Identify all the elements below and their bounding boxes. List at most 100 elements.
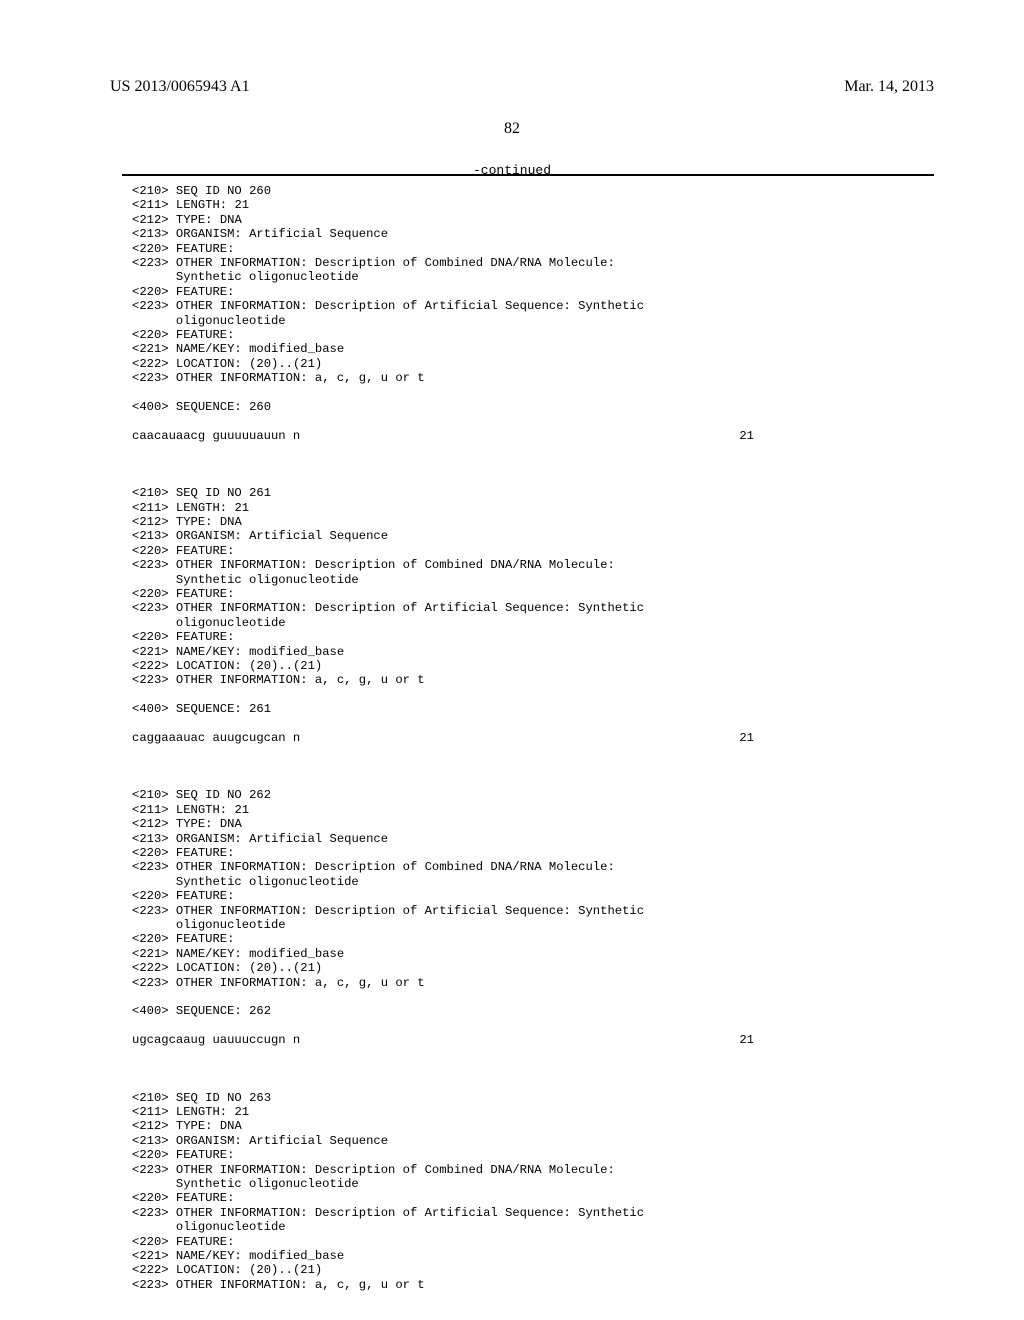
val-f1info-260: Description of Combined DNA/RNA Molecule…	[315, 256, 615, 270]
blank	[132, 1062, 924, 1091]
sequence-row-260: caacauaacg guuuuuauun n 21	[132, 429, 924, 443]
tag-211: <211>	[132, 501, 169, 515]
label-feature: FEATURE:	[176, 630, 235, 644]
val-f2sub-260: oligonucleotide	[176, 314, 286, 328]
val-length-261: 21	[234, 501, 249, 515]
label-feature: FEATURE:	[176, 544, 235, 558]
tag-400: <400>	[132, 400, 169, 414]
tag-212: <212>	[132, 1119, 169, 1133]
label-otherinfo: OTHER INFORMATION:	[176, 673, 308, 687]
val-seqlabel-262: 262	[249, 1004, 271, 1018]
label-organism: ORGANISM:	[176, 1134, 242, 1148]
sequence-listing: <210> SEQ ID NO 260 <211> LENGTH: 21 <21…	[132, 184, 924, 1292]
tag-220: <220>	[132, 328, 169, 342]
val-f2sub-263: oligonucleotide	[176, 1220, 286, 1234]
val-seqlen-260: 21	[739, 429, 924, 443]
tag-220: <220>	[132, 285, 169, 299]
tag-210: <210>	[132, 184, 169, 198]
tag-223: <223>	[132, 256, 169, 270]
val-f1info-261: Description of Combined DNA/RNA Molecule…	[315, 558, 615, 572]
tag-223: <223>	[132, 1278, 169, 1292]
tag-210: <210>	[132, 486, 169, 500]
tag-211: <211>	[132, 198, 169, 212]
tag-220: <220>	[132, 544, 169, 558]
val-f1sub-263: Synthetic oligonucleotide	[176, 1177, 359, 1191]
tag-220: <220>	[132, 889, 169, 903]
val-length-262: 21	[234, 803, 249, 817]
sequence-row-262: ugcagcaaug uauuuccugn n 21	[132, 1033, 924, 1047]
label-length: LENGTH:	[176, 1105, 227, 1119]
label-seqid: SEQ ID NO	[176, 486, 242, 500]
val-sequence-262: ugcagcaaug uauuuccugn n	[132, 1033, 300, 1047]
sequence-row-261: caggaaauac auugcugcan n21	[132, 731, 924, 745]
val-type-260: DNA	[220, 213, 242, 227]
val-f1info-263: Description of Combined DNA/RNA Molecule…	[315, 1163, 615, 1177]
label-length: LENGTH:	[176, 198, 227, 212]
label-feature: FEATURE:	[176, 587, 235, 601]
tag-222: <222>	[132, 357, 169, 371]
label-length: LENGTH:	[176, 501, 227, 515]
val-type-261: DNA	[220, 515, 242, 529]
tag-221: <221>	[132, 342, 169, 356]
tag-220: <220>	[132, 1148, 169, 1162]
tag-211: <211>	[132, 1105, 169, 1119]
label-feature: FEATURE:	[176, 242, 235, 256]
label-otherinfo: OTHER INFORMATION:	[176, 256, 308, 270]
val-oi3-263: a, c, g, u or t	[315, 1278, 425, 1292]
val-f1sub-262: Synthetic oligonucleotide	[176, 875, 359, 889]
tag-223: <223>	[132, 299, 169, 313]
tag-220: <220>	[132, 1235, 169, 1249]
val-namekey-262: modified_base	[249, 947, 344, 961]
label-seqid: SEQ ID NO	[176, 1091, 242, 1105]
val-sequence-260: caacauaacg guuuuuauun n	[132, 429, 300, 443]
val-location-262: (20)..(21)	[249, 961, 322, 975]
val-seqlen-262: 21	[739, 1033, 924, 1047]
tag-213: <213>	[132, 1134, 169, 1148]
val-organism-261: Artificial Sequence	[249, 529, 388, 543]
tag-220: <220>	[132, 846, 169, 860]
val-organism-262: Artificial Sequence	[249, 832, 388, 846]
tag-222: <222>	[132, 961, 169, 975]
blank	[132, 414, 924, 428]
label-feature: FEATURE:	[176, 328, 235, 342]
tag-223: <223>	[132, 1206, 169, 1220]
val-namekey-263: modified_base	[249, 1249, 344, 1263]
label-feature: FEATURE:	[176, 889, 235, 903]
label-otherinfo: OTHER INFORMATION:	[176, 558, 308, 572]
tag-220: <220>	[132, 1191, 169, 1205]
label-length: LENGTH:	[176, 803, 227, 817]
blank	[132, 385, 924, 399]
val-type-262: DNA	[220, 817, 242, 831]
val-f2sub-262: oligonucleotide	[176, 918, 286, 932]
label-location: LOCATION:	[176, 357, 242, 371]
val-f1sub-261: Synthetic oligonucleotide	[176, 573, 359, 587]
publication-number: US 2013/0065943 A1	[110, 78, 250, 96]
tag-213: <213>	[132, 529, 169, 543]
tag-220: <220>	[132, 242, 169, 256]
label-feature: FEATURE:	[176, 1148, 235, 1162]
label-sequence: SEQUENCE:	[176, 1004, 242, 1018]
label-namekey: NAME/KEY:	[176, 1249, 242, 1263]
val-f1info-262: Description of Combined DNA/RNA Molecule…	[315, 860, 615, 874]
tag-223: <223>	[132, 601, 169, 615]
val-f2info-262: Description of Artificial Sequence: Synt…	[315, 904, 644, 918]
label-organism: ORGANISM:	[176, 227, 242, 241]
tag-222: <222>	[132, 1263, 169, 1277]
tag-223: <223>	[132, 976, 169, 990]
val-oi3-262: a, c, g, u or t	[315, 976, 425, 990]
val-length-260: 21	[234, 198, 249, 212]
tag-223: <223>	[132, 904, 169, 918]
label-otherinfo: OTHER INFORMATION:	[176, 1206, 308, 1220]
tag-220: <220>	[132, 630, 169, 644]
val-namekey-260: modified_base	[249, 342, 344, 356]
page-number: 82	[0, 120, 1024, 138]
label-location: LOCATION:	[176, 1263, 242, 1277]
val-f2info-260: Description of Artificial Sequence: Synt…	[315, 299, 644, 313]
tag-221: <221>	[132, 645, 169, 659]
val-seqlabel-261: 261	[249, 702, 271, 716]
label-sequence: SEQUENCE:	[176, 702, 242, 716]
val-f2info-263: Description of Artificial Sequence: Synt…	[315, 1206, 644, 1220]
val-seqid-263: 263	[249, 1091, 271, 1105]
val-length-263: 21	[234, 1105, 249, 1119]
tag-213: <213>	[132, 832, 169, 846]
